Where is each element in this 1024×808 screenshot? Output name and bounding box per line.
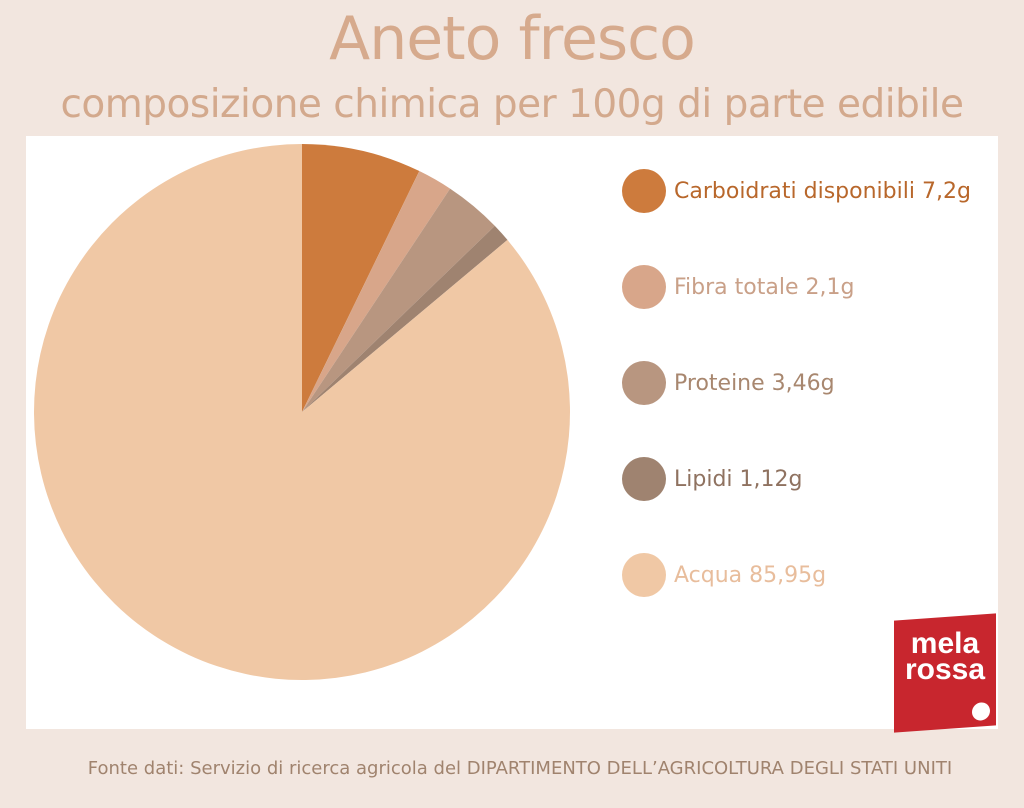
mela-rossa-logo: mela rossa [894,613,996,733]
pie-slice-3 [302,188,495,412]
chart-subtitle: composizione chimica per 100g di parte e… [60,82,964,127]
chart-title: Aneto fresco [329,4,696,74]
legend-swatch [622,265,666,309]
legend-item: Carboidrati disponibili 7,2g [622,166,971,216]
legend-swatch [622,457,666,501]
legend-item: Proteine 3,46g [622,358,835,408]
logo-line-2: rossa [904,653,986,686]
legend-item: Fibra totale 2,1g [622,262,854,312]
pie-slice-5 [34,144,570,680]
legend-item: Acqua 85,95g [622,550,826,600]
pie-slice-4 [302,225,508,412]
legend-label: Acqua 85,95g [674,562,827,588]
pie-chart [34,144,570,680]
legend-label: Proteine 3,46g [674,370,835,396]
legend-label: Lipidi 1,12g [674,466,803,492]
legend-label: Carboidrati disponibili 7,2g [674,178,971,204]
legend-swatch [622,553,666,597]
chart-panel: Carboidrati disponibili 7,2g Fibra totale… [26,136,998,729]
legend-item: Lipidi 1,12g [622,454,802,504]
legend-label: Fibra totale 2,1g [674,274,855,300]
pie-slice-1 [302,144,420,412]
legend-swatch [622,169,666,213]
source-note: Fonte dati: Servizio di ricerca agricola… [87,758,953,779]
pie-slice-2 [302,171,451,412]
legend-swatch [622,361,666,405]
apple-icon [972,701,990,722]
